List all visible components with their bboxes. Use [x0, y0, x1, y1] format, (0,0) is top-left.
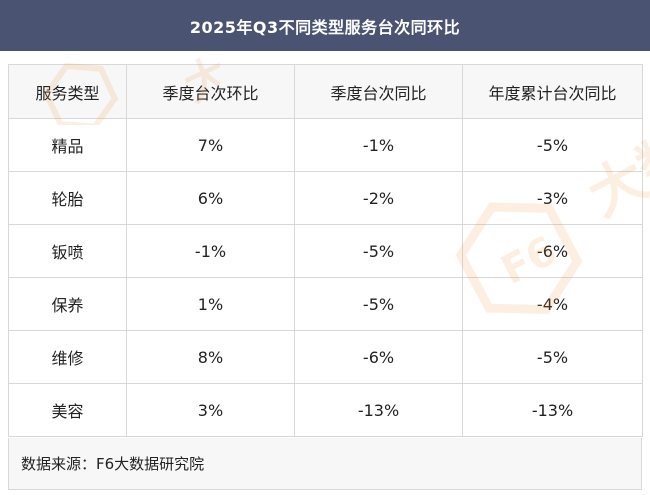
cell-ytd-yoy: -4% — [462, 277, 643, 331]
table-row: 美容 3% -13% -13% — [8, 383, 643, 437]
table-header-row: 服务类型 季度台次环比 季度台次同比 年度累计台次同比 — [8, 64, 643, 119]
table-row: 保养 1% -5% -4% — [8, 277, 643, 331]
cell-qoq: 6% — [126, 171, 295, 225]
cell-qoq: 7% — [126, 118, 295, 172]
cell-ytd-yoy: -5% — [462, 330, 643, 384]
cell-yoy: -6% — [294, 330, 463, 384]
cell-ytd-yoy: -13% — [462, 383, 643, 437]
page-title: 2025年Q3不同类型服务台次同环比 — [189, 17, 461, 37]
cell-service-type: 维修 — [8, 330, 127, 384]
cell-qoq: 3% — [126, 383, 295, 437]
table-row: 轮胎 6% -2% -3% — [8, 171, 643, 225]
cell-qoq: -1% — [126, 224, 295, 278]
cell-yoy: -1% — [294, 118, 463, 172]
cell-yoy: -5% — [294, 224, 463, 278]
table-row: 精品 7% -1% -5% — [8, 118, 643, 172]
cell-service-type: 精品 — [8, 118, 127, 172]
source-note: 数据来源：F6大数据研究院 — [21, 455, 205, 473]
header-ytd-yoy: 年度累计台次同比 — [462, 64, 643, 119]
cell-service-type: 轮胎 — [8, 171, 127, 225]
cell-ytd-yoy: -5% — [462, 118, 643, 172]
cell-qoq: 8% — [126, 330, 295, 384]
cell-yoy: -2% — [294, 171, 463, 225]
data-table: 服务类型 季度台次环比 季度台次同比 年度累计台次同比 精品 7% -1% -5… — [8, 64, 643, 437]
cell-service-type: 保养 — [8, 277, 127, 331]
page-title-bar: 2025年Q3不同类型服务台次同环比 — [0, 0, 650, 51]
table-row: 钣喷 -1% -5% -6% — [8, 224, 643, 278]
cell-service-type: 美容 — [8, 383, 127, 437]
cell-service-type: 钣喷 — [8, 224, 127, 278]
cell-ytd-yoy: -6% — [462, 224, 643, 278]
header-qoq: 季度台次环比 — [126, 64, 295, 119]
cell-yoy: -13% — [294, 383, 463, 437]
header-yoy: 季度台次同比 — [294, 64, 463, 119]
cell-yoy: -5% — [294, 277, 463, 331]
table-row: 维修 8% -6% -5% — [8, 330, 643, 384]
cell-ytd-yoy: -3% — [462, 171, 643, 225]
source-footer: 数据来源：F6大数据研究院 — [8, 438, 642, 490]
cell-qoq: 1% — [126, 277, 295, 331]
header-service-type: 服务类型 — [8, 64, 127, 119]
